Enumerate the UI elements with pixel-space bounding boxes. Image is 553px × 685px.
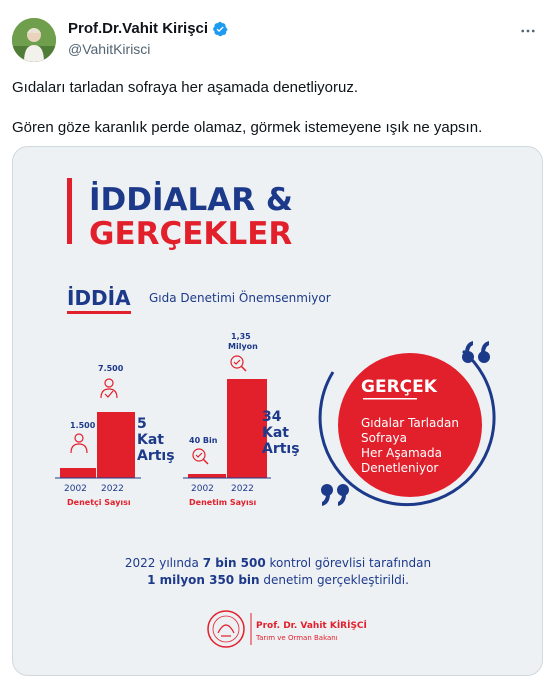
chart2-year-2: 2022	[231, 484, 254, 494]
fact-line-3: Her Aşamada	[361, 446, 442, 460]
fact-line-4: Denetleniyor	[361, 461, 438, 475]
fact-line-1: Gıdalar Tarladan	[361, 416, 459, 430]
fact-line-2: Sofraya	[361, 431, 407, 445]
author-handle[interactable]: @VahitKirisci	[68, 41, 151, 57]
summary-line-1: 2022 yılında 7 bin 500 kontrol görevlisi…	[125, 556, 431, 570]
fact-label: GERÇEK	[361, 377, 438, 397]
title-line-2: GERÇEKLER	[89, 216, 292, 252]
chart2-multiplier-1: 34	[262, 409, 282, 425]
person-icon	[70, 433, 88, 454]
fact-circle: GERÇEK Gıdalar Tarladan Sofraya Her Aşam…	[318, 341, 496, 507]
chart1-bar-2022	[97, 412, 135, 478]
chart1-high-value: 7.500	[98, 364, 124, 373]
chart1-bar-2002	[60, 468, 96, 478]
person-check-icon	[100, 378, 118, 399]
author-name[interactable]: Prof.Dr.Vahit Kirişci	[68, 20, 209, 37]
title-line-1: İDDİALAR &	[89, 182, 293, 218]
chart2-high-value-1: 1,35	[231, 332, 251, 341]
magnifier-check-icon	[230, 355, 247, 372]
chart1-multiplier-2: Kat	[137, 432, 164, 448]
chart2-bar-2022	[227, 379, 267, 478]
fact-underline	[363, 398, 417, 400]
infographic: İDDİALAR & GERÇEKLER İDDİA Gıda Denetimi…	[55, 178, 496, 648]
inspection-chart: 40 Bin 1,35 Milyon 2002 2022 De	[183, 332, 300, 507]
claim-underline	[67, 311, 131, 314]
chart1-low-value: 1.500	[70, 421, 96, 430]
chart1-caption: Denetçi Sayısı	[67, 498, 131, 507]
chart1-multiplier-1: 5	[137, 416, 147, 432]
chart2-multiplier-3: Artış	[262, 441, 300, 457]
chart2-low-value: 40 Bin	[189, 436, 218, 445]
title-accent-bar	[67, 178, 72, 244]
claim-text: Gıda Denetimi Önemsenmiyor	[149, 289, 331, 305]
tweet-image[interactable]: İDDİALAR & GERÇEKLER İDDİA Gıda Denetimi…	[12, 146, 543, 676]
fact-disc	[338, 353, 482, 497]
chart1-year-1: 2002	[64, 484, 87, 494]
chart2-bar-2002	[188, 474, 226, 478]
tweet-text-line-2: Gören göze karanlık perde olamaz, görmek…	[12, 119, 483, 136]
claim-label: İDDİA	[67, 286, 131, 310]
chart1-multiplier-3: Artış	[137, 448, 175, 464]
more-options-icon[interactable]	[517, 20, 539, 42]
inspector-chart: 1.500 7.500 2002 2022 Denetçi Sayısı 5	[55, 364, 175, 507]
signature-title: Tarım ve Orman Bakanı	[255, 634, 338, 642]
summary-line-2: 1 milyon 350 bin denetim gerçekleştirild…	[147, 573, 409, 587]
magnifier-check-icon	[192, 448, 209, 465]
quote-close-icon	[321, 484, 349, 506]
avatar[interactable]	[12, 18, 56, 62]
chart2-multiplier-2: Kat	[262, 425, 289, 441]
verified-badge-icon	[212, 21, 228, 37]
chart2-year-1: 2002	[191, 484, 214, 494]
ministry-logo	[207, 610, 245, 648]
fact-ring	[318, 349, 496, 507]
author-row: Prof.Dr.Vahit Kirişci	[68, 20, 228, 37]
chart2-high-value-2: Milyon	[228, 342, 258, 351]
signature-name: Prof. Dr. Vahit KİRİŞCİ	[256, 620, 367, 631]
chart2-caption: Denetim Sayısı	[189, 498, 257, 507]
tweet-text-line-1: Gıdaları tarladan sofraya her aşamada de…	[12, 79, 359, 96]
chart1-year-2: 2022	[101, 484, 124, 494]
quote-open-icon	[462, 341, 490, 363]
